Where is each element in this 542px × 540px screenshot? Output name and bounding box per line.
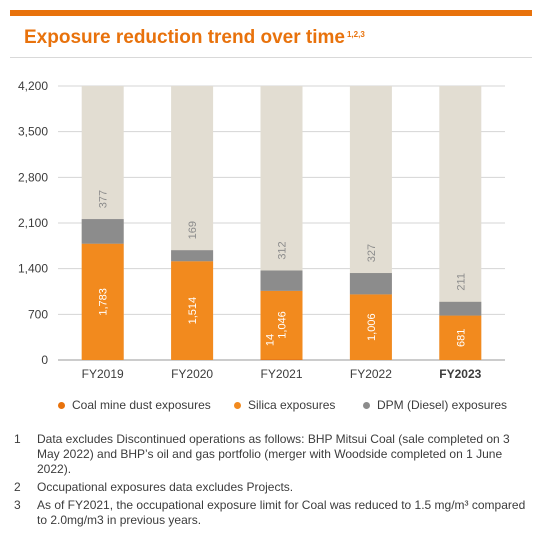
data-label: 312 <box>277 241 289 259</box>
x-tick-label: FY2022 <box>350 367 392 381</box>
data-label: 327 <box>366 244 378 262</box>
footnote-text: Data excludes Discontinued operations as… <box>37 432 510 476</box>
data-label: 169 <box>187 221 199 239</box>
top-accent-bar <box>10 10 532 16</box>
title-divider <box>10 57 532 58</box>
data-label: 1,046 <box>277 311 289 339</box>
bar-segment <box>260 270 303 291</box>
y-tick-label: 3,500 <box>18 125 48 139</box>
x-tick-label: FY2020 <box>171 367 213 381</box>
title-superscript: 1,2,3 <box>346 29 365 39</box>
x-tick-label: FY2023 <box>439 367 481 381</box>
bar-segment <box>171 250 214 262</box>
legend-dot-coal <box>58 401 65 409</box>
footnote-2: 2 Occupational exposures data excludes P… <box>14 480 534 495</box>
data-label: 1,006 <box>366 313 378 341</box>
y-tick-label: 0 <box>41 353 48 367</box>
stacked-bar-chart: 0 700 1,400 2,100 2,800 3,500 4,200 1,783 377 FY2… <box>18 79 505 381</box>
bar-segment <box>349 294 392 360</box>
legend-item-dpm: DPM (Diesel) exposures <box>363 398 507 412</box>
chart-title: Exposure reduction trend over time <box>24 27 345 48</box>
legend-item-coal: Coal mine dust exposures <box>58 398 211 412</box>
data-label: 681 <box>455 329 467 347</box>
footnotes: 1 Data excludes Discontinued operations … <box>14 432 534 531</box>
footnote-text: As of FY2021, the occupational exposure … <box>37 498 526 527</box>
x-tick-label: FY2019 <box>82 367 124 381</box>
footnote-text: Occupational exposures data excludes Pro… <box>37 480 294 494</box>
y-tick-label: 2,800 <box>18 170 48 184</box>
chart-legend: Coal mine dust exposures Silica exposure… <box>0 398 542 418</box>
footnote-1: 1 Data excludes Discontinued operations … <box>14 432 534 477</box>
footnote-number: 2 <box>14 480 21 494</box>
x-tick-label: FY2021 <box>260 367 302 381</box>
legend-dot-silica <box>234 401 241 409</box>
legend-label-silica: Silica exposures <box>248 398 336 412</box>
bar-segment <box>171 261 214 360</box>
footnote-number: 3 <box>14 498 21 512</box>
bar-segment <box>439 315 482 360</box>
data-label: 1,514 <box>187 297 199 325</box>
data-label: 1,783 <box>98 288 110 316</box>
legend-item-silica: Silica exposures <box>234 398 335 412</box>
y-tick-label: 700 <box>28 307 48 321</box>
data-label: 211 <box>455 273 467 291</box>
data-label: 377 <box>98 190 110 208</box>
legend-label-dpm: DPM (Diesel) exposures <box>377 398 508 412</box>
legend-dot-dpm <box>363 401 370 409</box>
y-tick-label: 4,200 <box>18 79 48 93</box>
bar-segment <box>260 290 303 360</box>
bar-segment <box>439 301 482 316</box>
legend-label-coal: Coal mine dust exposures <box>72 398 211 412</box>
bar-segment <box>81 219 124 244</box>
y-tick-label: 2,100 <box>18 216 48 230</box>
bar-segment <box>260 359 303 360</box>
footnote-number: 1 <box>14 432 21 446</box>
bar-segment <box>349 273 392 295</box>
bar-segment <box>81 243 124 360</box>
chart-title-block: Exposure reduction trend over time 1,2,3 <box>24 27 365 49</box>
y-tick-label: 1,400 <box>18 262 48 276</box>
footnote-3: 3 As of FY2021, the occupational exposur… <box>14 498 534 528</box>
data-label: 14 <box>265 334 277 346</box>
